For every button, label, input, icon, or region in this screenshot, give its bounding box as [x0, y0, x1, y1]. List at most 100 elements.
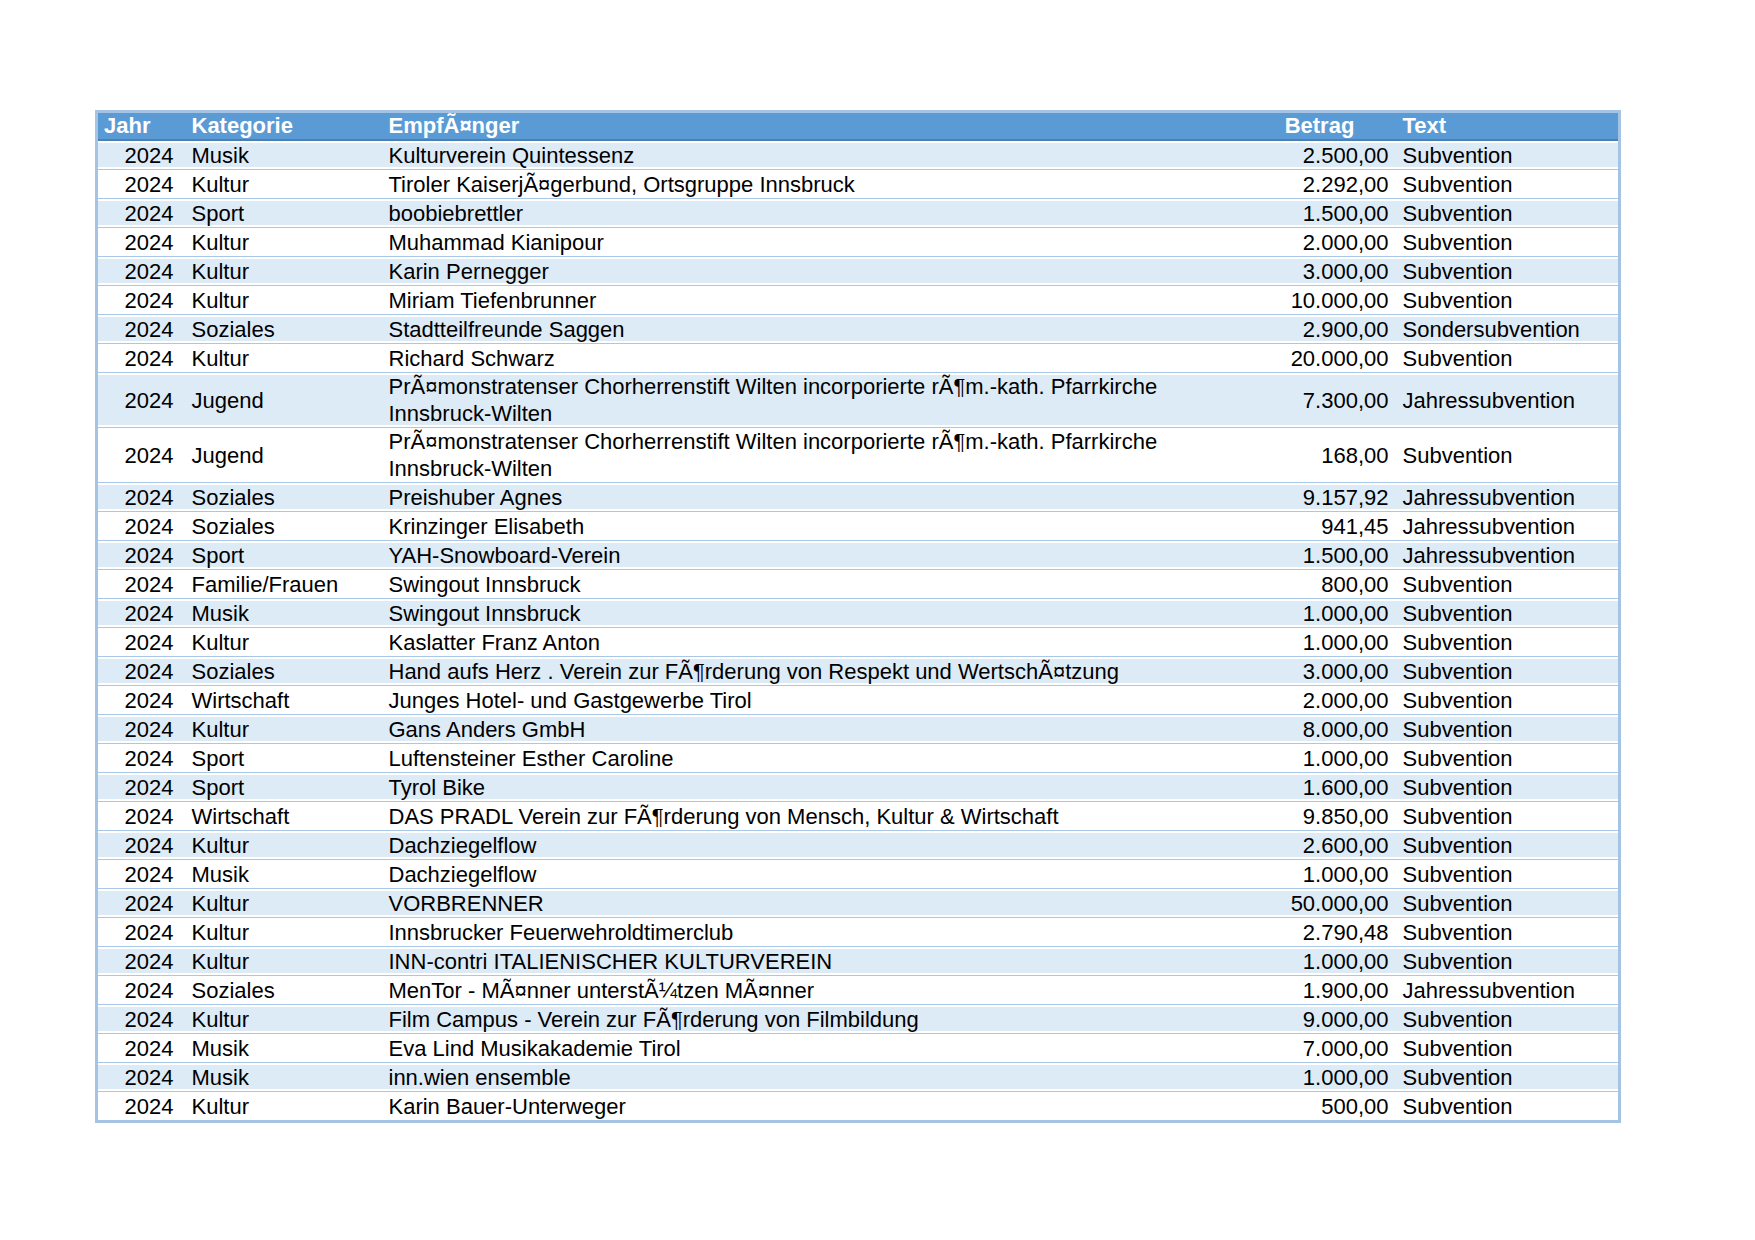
column-header-empfaenger: EmpfÃ¤nger [385, 112, 1245, 141]
cell-jahr: 2024 [97, 599, 182, 628]
cell-empfaenger: Eva Lind Musikakademie Tirol [385, 1034, 1245, 1063]
cell-kategorie: Kultur [182, 344, 385, 373]
cell-text: Subvention [1395, 199, 1620, 228]
cell-betrag: 1.500,00 [1245, 199, 1395, 228]
cell-text: Subvention [1395, 686, 1620, 715]
cell-empfaenger: MenTor - MÃ¤nner unterstÃ¼tzen MÃ¤nner [385, 976, 1245, 1005]
table-row: 2024WirtschaftDAS PRADL Verein zur FÃ¶rd… [97, 802, 1620, 831]
cell-betrag: 9.000,00 [1245, 1005, 1395, 1034]
cell-jahr: 2024 [97, 1005, 182, 1034]
cell-jahr: 2024 [97, 344, 182, 373]
cell-empfaenger: Muhammad Kianipour [385, 228, 1245, 257]
cell-kategorie: Soziales [182, 512, 385, 541]
cell-jahr: 2024 [97, 773, 182, 802]
table-row: 2024KulturInnsbrucker Feuerwehroldtimerc… [97, 918, 1620, 947]
cell-kategorie: Familie/Frauen [182, 570, 385, 599]
cell-kategorie: Kultur [182, 918, 385, 947]
cell-jahr: 2024 [97, 428, 182, 483]
cell-empfaenger: Tiroler KaiserjÃ¤gerbund, Ortsgruppe Inn… [385, 170, 1245, 199]
column-header-betrag: Betrag [1245, 112, 1395, 141]
cell-kategorie: Sport [182, 199, 385, 228]
cell-kategorie: Wirtschaft [182, 802, 385, 831]
cell-empfaenger: PrÃ¤monstratenser Chorherrenstift Wilten… [385, 428, 1245, 483]
cell-jahr: 2024 [97, 257, 182, 286]
cell-text: Subvention [1395, 1063, 1620, 1092]
column-header-text: Text [1395, 112, 1620, 141]
table-row: 2024KulturGans Anders GmbH8.000,00Subven… [97, 715, 1620, 744]
cell-kategorie: Soziales [182, 976, 385, 1005]
cell-kategorie: Soziales [182, 657, 385, 686]
cell-kategorie: Kultur [182, 715, 385, 744]
cell-jahr: 2024 [97, 373, 182, 428]
cell-kategorie: Kultur [182, 257, 385, 286]
cell-jahr: 2024 [97, 657, 182, 686]
table-row: 2024MusikSwingout Innsbruck1.000,00Subve… [97, 599, 1620, 628]
cell-jahr: 2024 [97, 170, 182, 199]
table-row: 2024SozialesKrinzinger Elisabeth941,45Ja… [97, 512, 1620, 541]
cell-empfaenger: Miriam Tiefenbrunner [385, 286, 1245, 315]
cell-empfaenger: Hand aufs Herz . Verein zur FÃ¶rderung v… [385, 657, 1245, 686]
cell-kategorie: Musik [182, 860, 385, 889]
cell-jahr: 2024 [97, 512, 182, 541]
table-row: 2024KulturVORBRENNER50.000,00Subvention [97, 889, 1620, 918]
cell-text: Subvention [1395, 773, 1620, 802]
cell-kategorie: Sport [182, 541, 385, 570]
table-row: 2024Musikinn.wien ensemble1.000,00Subven… [97, 1063, 1620, 1092]
cell-kategorie: Kultur [182, 1092, 385, 1122]
cell-betrag: 800,00 [1245, 570, 1395, 599]
table-row: 2024KulturRichard Schwarz20.000,00Subven… [97, 344, 1620, 373]
cell-betrag: 2.000,00 [1245, 686, 1395, 715]
cell-kategorie: Soziales [182, 483, 385, 512]
cell-empfaenger: PrÃ¤monstratenser Chorherrenstift Wilten… [385, 373, 1245, 428]
cell-text: Jahressubvention [1395, 541, 1620, 570]
table-row: 2024SozialesMenTor - MÃ¤nner unterstÃ¼tz… [97, 976, 1620, 1005]
table-row: 2024SozialesStadtteilfreunde Saggen2.900… [97, 315, 1620, 344]
cell-jahr: 2024 [97, 918, 182, 947]
table-row: 2024JugendPrÃ¤monstratenser Chorherrenst… [97, 428, 1620, 483]
cell-text: Subvention [1395, 344, 1620, 373]
cell-text: Subvention [1395, 744, 1620, 773]
cell-kategorie: Wirtschaft [182, 686, 385, 715]
cell-empfaenger: DAS PRADL Verein zur FÃ¶rderung von Mens… [385, 802, 1245, 831]
cell-empfaenger: Preishuber Agnes [385, 483, 1245, 512]
cell-kategorie: Kultur [182, 947, 385, 976]
cell-text: Subvention [1395, 1034, 1620, 1063]
cell-betrag: 7.300,00 [1245, 373, 1395, 428]
table-row: 2024KulturKarin Pernegger3.000,00Subvent… [97, 257, 1620, 286]
cell-betrag: 9.850,00 [1245, 802, 1395, 831]
table-row: 2024SportYAH-Snowboard-Verein1.500,00Jah… [97, 541, 1620, 570]
cell-betrag: 3.000,00 [1245, 657, 1395, 686]
cell-kategorie: Kultur [182, 170, 385, 199]
cell-jahr: 2024 [97, 802, 182, 831]
cell-jahr: 2024 [97, 199, 182, 228]
cell-empfaenger: inn.wien ensemble [385, 1063, 1245, 1092]
cell-betrag: 2.500,00 [1245, 140, 1395, 170]
cell-jahr: 2024 [97, 140, 182, 170]
cell-kategorie: Musik [182, 1034, 385, 1063]
cell-betrag: 1.500,00 [1245, 541, 1395, 570]
cell-empfaenger: INN-contri ITALIENISCHER KULTURVEREIN [385, 947, 1245, 976]
cell-jahr: 2024 [97, 1092, 182, 1122]
cell-text: Subvention [1395, 286, 1620, 315]
cell-text: Sondersubvention [1395, 315, 1620, 344]
subsidy-table: JahrKategorieEmpfÃ¤ngerBetragText 2024Mu… [95, 110, 1621, 1123]
cell-kategorie: Musik [182, 140, 385, 170]
cell-empfaenger: Krinzinger Elisabeth [385, 512, 1245, 541]
cell-jahr: 2024 [97, 889, 182, 918]
table-row: 2024KulturMuhammad Kianipour2.000,00Subv… [97, 228, 1620, 257]
cell-empfaenger: Dachziegelflow [385, 831, 1245, 860]
cell-jahr: 2024 [97, 1034, 182, 1063]
cell-jahr: 2024 [97, 541, 182, 570]
table-row: 2024KulturKaslatter Franz Anton1.000,00S… [97, 628, 1620, 657]
cell-kategorie: Kultur [182, 228, 385, 257]
cell-betrag: 2.292,00 [1245, 170, 1395, 199]
cell-kategorie: Jugend [182, 428, 385, 483]
cell-betrag: 7.000,00 [1245, 1034, 1395, 1063]
cell-betrag: 941,45 [1245, 512, 1395, 541]
cell-betrag: 1.000,00 [1245, 860, 1395, 889]
cell-text: Subvention [1395, 170, 1620, 199]
table-row: 2024SozialesHand aufs Herz . Verein zur … [97, 657, 1620, 686]
cell-text: Subvention [1395, 889, 1620, 918]
cell-text: Jahressubvention [1395, 373, 1620, 428]
cell-betrag: 50.000,00 [1245, 889, 1395, 918]
